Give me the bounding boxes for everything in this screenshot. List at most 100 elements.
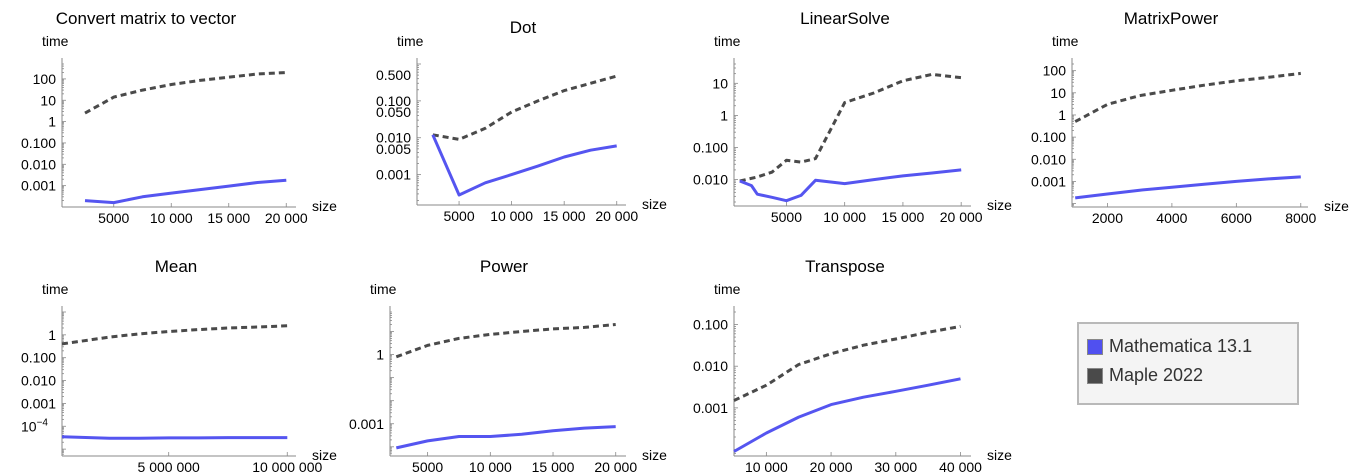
legend-item-mathematica: Mathematica 13.1 xyxy=(1087,332,1297,361)
y-tick-label: 0.001 xyxy=(376,167,411,183)
x-tick-label: 5000 xyxy=(443,208,474,224)
y-tick-label: 0.010 xyxy=(21,156,56,172)
x-tick-label: 5000 xyxy=(412,459,443,475)
y-tick-label: 0.050 xyxy=(376,104,411,120)
mathematica-series-line xyxy=(395,425,616,450)
y-tick-label: 100 xyxy=(33,71,57,87)
x-axis-label: size xyxy=(987,197,1012,213)
x-axis-label: size xyxy=(312,198,337,214)
x-tick-label: 5000 xyxy=(98,210,129,226)
y-tick-label: 1 xyxy=(1058,107,1066,123)
mathematica-series-line xyxy=(733,377,961,453)
chart-transpose: Transpose time size 0.100 0.010 0.001 10 000 20… xyxy=(693,257,1012,475)
x-tick-label: 5 000 000 xyxy=(138,459,200,475)
maple-series-line xyxy=(61,324,288,346)
y-tick-label: 0.001 xyxy=(21,178,56,194)
y-tick-label: 0.100 xyxy=(21,350,56,366)
y-tick-label: 10 xyxy=(1050,85,1066,101)
x-axis-label: size xyxy=(642,447,667,463)
y-tick-label: 10−4 xyxy=(21,417,48,434)
legend-swatch-maple xyxy=(1087,367,1103,384)
chart-mean: Mean time size 1 0.100 0.010 0.001 10−4 5 000 00… xyxy=(21,257,337,475)
chart-title: MatrixPower xyxy=(1124,9,1219,28)
x-tick-label: 20 000 xyxy=(265,210,308,226)
chart-title: Dot xyxy=(510,18,537,37)
y-tick-label: 0.001 xyxy=(1031,173,1066,189)
x-tick-label: 20 000 xyxy=(810,459,853,475)
chart-title: Transpose xyxy=(805,257,885,276)
y-tick-label: 1 xyxy=(48,327,56,343)
x-tick-label: 2000 xyxy=(1092,210,1123,226)
y-tick-label: 10 xyxy=(40,92,56,108)
y-tick-label: 1 xyxy=(48,114,56,130)
chart-convert-matrix-to-vector: Convert matrix to vector time size 100 10 1 0.… xyxy=(21,9,337,226)
y-tick-label: 1 xyxy=(720,107,728,123)
y-tick-label: 0.010 xyxy=(1031,151,1066,167)
chart-title: Power xyxy=(480,257,529,276)
y-axis-label: time xyxy=(714,33,741,49)
y-axis-label: time xyxy=(714,281,741,297)
legend: Mathematica 13.1 Maple 2022 xyxy=(1077,322,1299,405)
x-tick-label: 15 000 xyxy=(882,209,925,225)
chart-title: Mean xyxy=(155,257,198,276)
y-axis-label: time xyxy=(397,33,424,49)
y-tick-label: 10 xyxy=(712,75,728,91)
x-tick-label: 10 000 xyxy=(823,209,866,225)
legend-item-maple: Maple 2022 xyxy=(1087,361,1297,390)
y-tick-label: 0.100 xyxy=(21,135,56,151)
maple-series-line xyxy=(84,71,287,115)
x-tick-label: 20 000 xyxy=(594,459,637,475)
x-tick-label: 10 000 xyxy=(490,208,533,224)
x-tick-label: 10 000 xyxy=(469,459,512,475)
mathematica-series-line xyxy=(1075,175,1301,200)
x-tick-label: 8000 xyxy=(1285,210,1316,226)
x-tick-label: 15 000 xyxy=(207,210,250,226)
x-axis-label: size xyxy=(987,447,1012,463)
maple-series-line xyxy=(1074,71,1301,123)
x-tick-label: 6000 xyxy=(1221,210,1252,226)
y-tick-label: 0.001 xyxy=(349,416,384,432)
y-axis-label: time xyxy=(42,33,69,49)
x-tick-label: 30 000 xyxy=(874,459,917,475)
mathematica-series-line xyxy=(431,134,617,197)
x-axis-label: size xyxy=(642,196,667,212)
mathematica-series-line xyxy=(84,178,287,205)
y-tick-label: 0.010 xyxy=(376,130,411,146)
mathematica-series-line xyxy=(739,168,962,203)
y-axis-label: time xyxy=(370,281,397,297)
x-axis-label: size xyxy=(1324,198,1349,214)
y-tick-label: 0.005 xyxy=(376,141,411,157)
x-tick-label: 10 000 000 xyxy=(252,459,322,475)
y-tick-label: 0.010 xyxy=(21,373,56,389)
y-tick-label: 0.010 xyxy=(693,358,728,374)
y-tick-label: 0.100 xyxy=(1031,129,1066,145)
maple-series-line xyxy=(733,324,961,402)
maple-series-line xyxy=(739,72,962,183)
maple-series-line xyxy=(395,323,616,359)
y-tick-label: 0.001 xyxy=(693,400,728,416)
y-tick-label: 0.010 xyxy=(693,172,728,188)
x-tick-label: 15 000 xyxy=(543,208,586,224)
maple-series-line xyxy=(432,74,618,141)
x-tick-label: 15 000 xyxy=(532,459,575,475)
chart-linearsolve: LinearSolve time size 10 1 0.100 0.010 5000 10 0… xyxy=(693,9,1012,225)
y-tick-label: 1 xyxy=(376,347,384,363)
x-tick-label: 20 000 xyxy=(940,209,983,225)
y-tick-label: 0.100 xyxy=(693,317,728,333)
y-tick-label: 100 xyxy=(1043,63,1067,79)
legend-swatch-mathematica xyxy=(1087,338,1103,355)
y-tick-label: 0.001 xyxy=(21,395,56,411)
x-axis-label: size xyxy=(312,447,337,463)
y-tick-exponent: −4 xyxy=(37,417,49,428)
x-tick-label: 5000 xyxy=(771,209,802,225)
y-tick-label: 0.100 xyxy=(376,93,411,109)
y-axis-label: time xyxy=(42,281,69,297)
chart-title: Convert matrix to vector xyxy=(56,9,237,28)
x-tick-label: 40 000 xyxy=(939,459,982,475)
mathematica-series-line xyxy=(61,435,288,440)
legend-label-mathematica: Mathematica 13.1 xyxy=(1109,336,1253,356)
y-tick-label: 0.100 xyxy=(693,139,728,155)
x-tick-label: 10 000 xyxy=(745,459,788,475)
